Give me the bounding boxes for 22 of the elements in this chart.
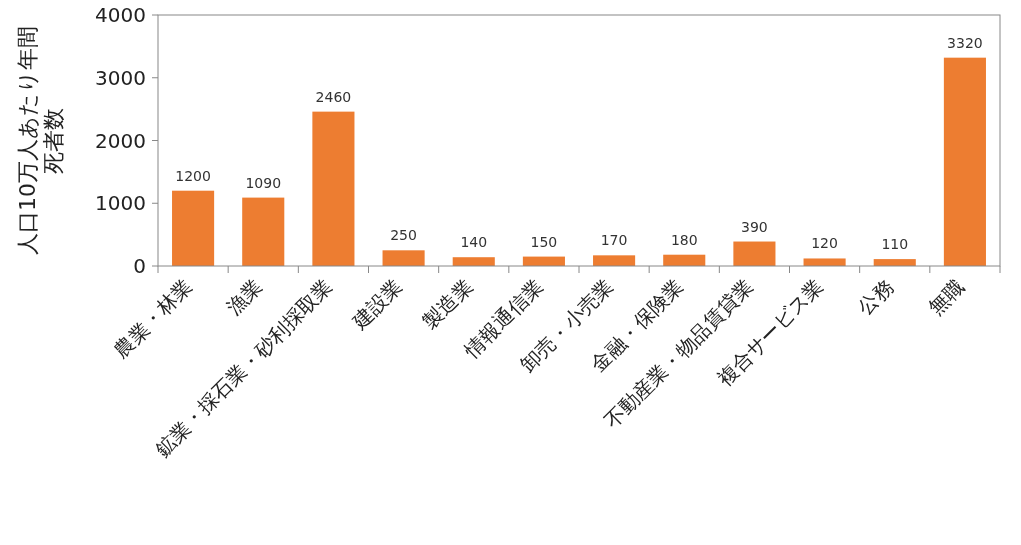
y-tick-label: 1000 — [95, 191, 146, 216]
data-label: 250 — [390, 227, 417, 244]
x-tick-label: 製造業 — [417, 274, 478, 334]
data-label: 180 — [670, 231, 698, 248]
data-label: 1090 — [245, 174, 282, 191]
x-tick-label: 公務 — [853, 274, 899, 320]
data-label: 110 — [881, 236, 909, 253]
data-label: 170 — [600, 232, 628, 249]
y-tick-label: 4000 — [95, 3, 146, 27]
y-tick-label: 3000 — [95, 65, 146, 90]
x-tick-label: 建設業 — [347, 274, 408, 335]
x-tick-label: 漁業 — [221, 274, 267, 320]
data-label: 140 — [460, 234, 488, 251]
data-label: 2460 — [315, 88, 352, 105]
data-label: 1200 — [175, 167, 211, 184]
y-axis-title: 人口10万人あたり年間死者数 — [15, 26, 66, 255]
x-tick-label: 無職 — [923, 274, 969, 320]
data-label: 150 — [530, 233, 558, 250]
data-label: 3320 — [947, 34, 983, 51]
data-label: 120 — [811, 235, 838, 252]
data-label: 390 — [741, 218, 768, 235]
y-tick-label: 2000 — [95, 128, 146, 153]
